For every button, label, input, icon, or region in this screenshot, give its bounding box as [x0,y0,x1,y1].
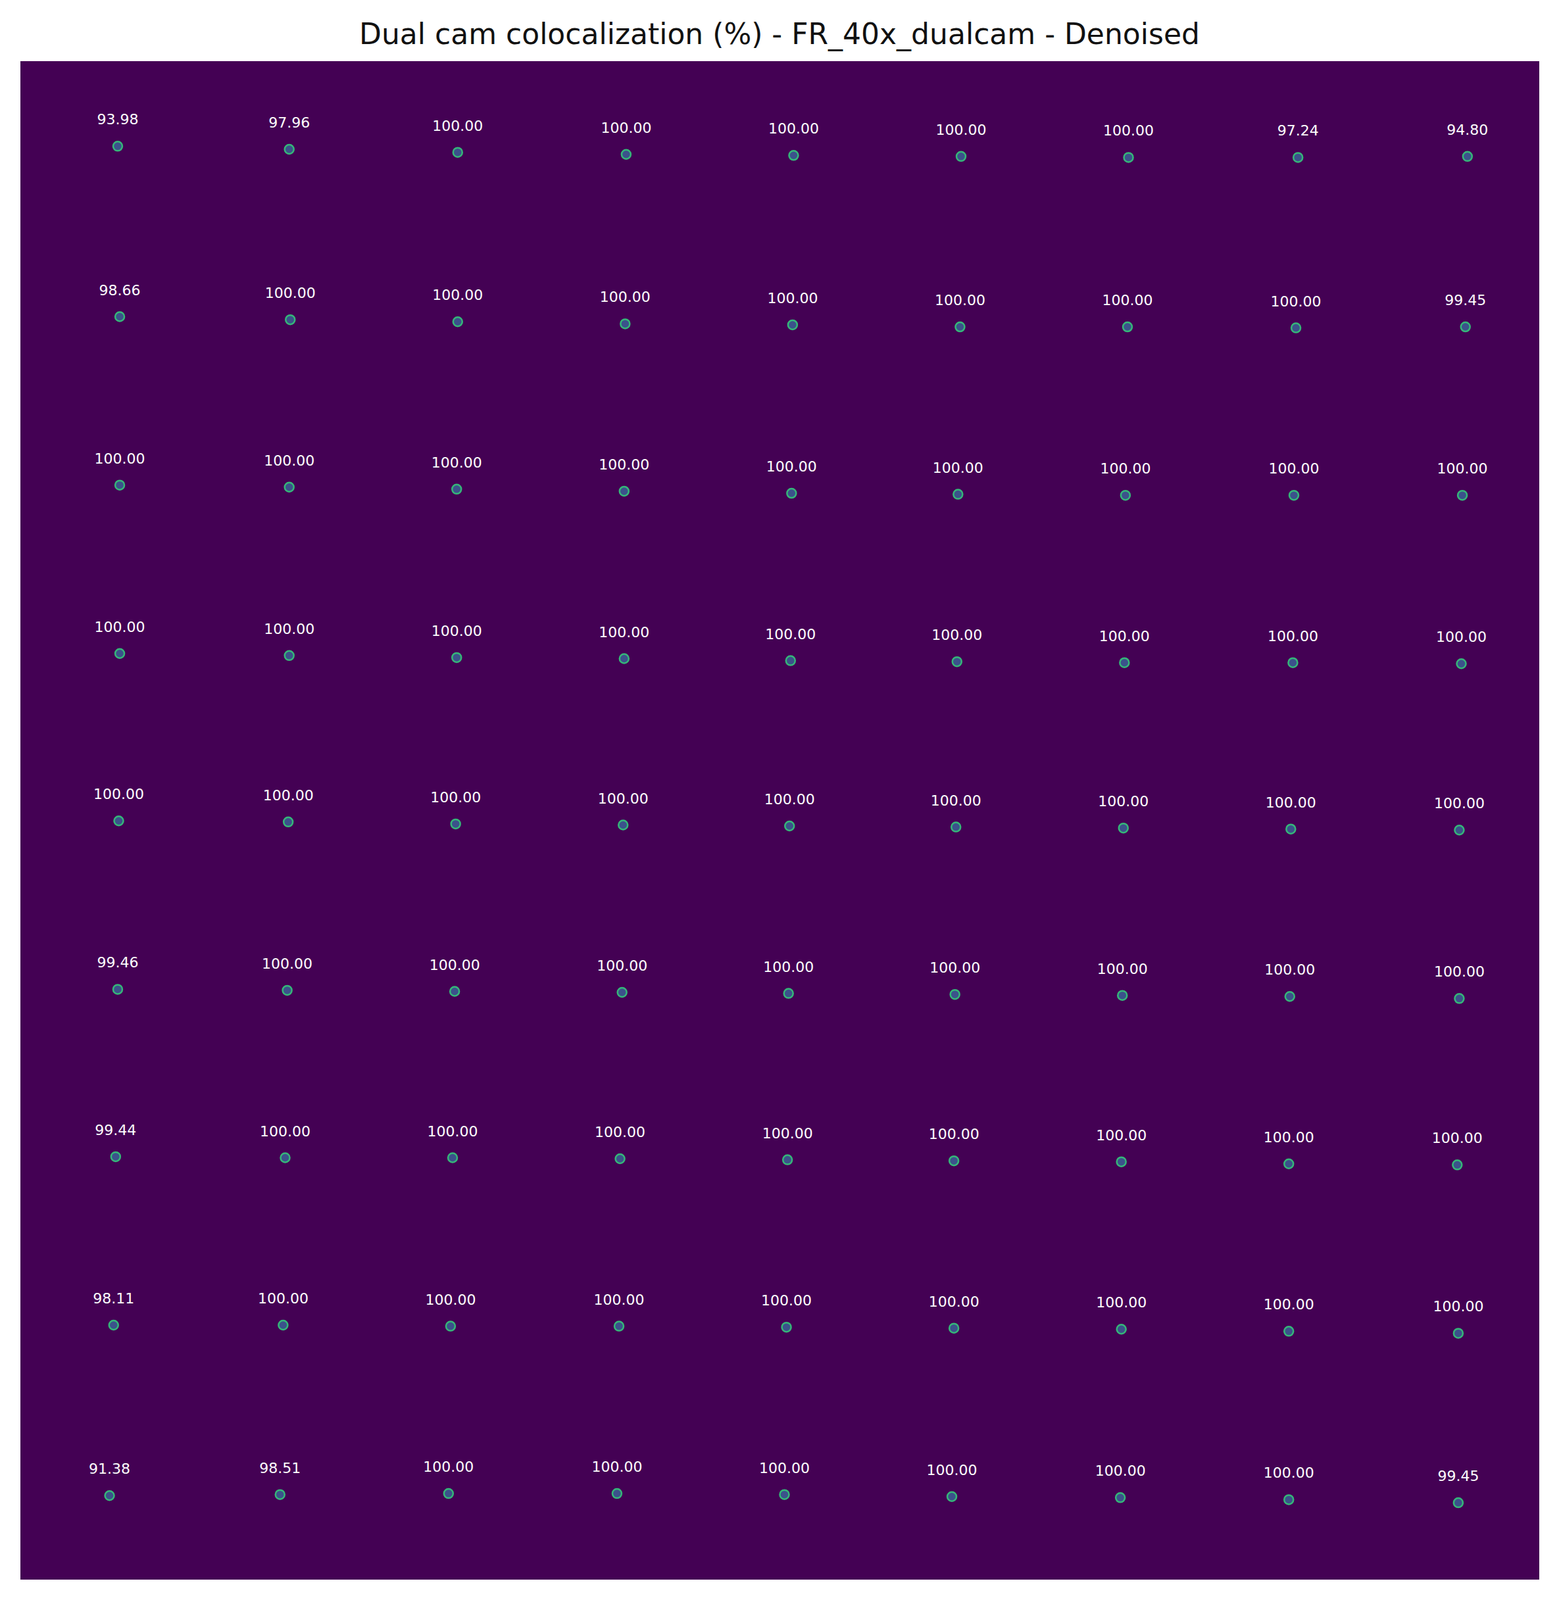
svg-text:100.00: 100.00 [762,1125,814,1142]
svg-text:100.00: 100.00 [429,957,481,974]
svg-text:100.00: 100.00 [263,452,315,470]
svg-text:100.00: 100.00 [1268,460,1319,477]
svg-text:100.00: 100.00 [1270,293,1322,310]
svg-text:100.00: 100.00 [263,620,315,638]
svg-text:100.00: 100.00 [599,288,651,306]
svg-text:100.00: 100.00 [1434,963,1485,981]
svg-text:100.00: 100.00 [928,1293,980,1311]
svg-text:100.00: 100.00 [1437,460,1488,477]
svg-text:100.00: 100.00 [1432,1130,1483,1147]
svg-text:100.00: 100.00 [261,955,313,973]
svg-text:100.00: 100.00 [257,1290,309,1308]
svg-text:100.00: 100.00 [1435,628,1487,646]
svg-text:100.00: 100.00 [759,1460,810,1477]
svg-text:100.00: 100.00 [265,284,316,302]
svg-text:100.00: 100.00 [596,957,648,975]
svg-text:100.00: 100.00 [597,790,649,808]
svg-text:100.00: 100.00 [928,1126,980,1143]
svg-text:98.66: 98.66 [99,282,141,299]
html-text:Dual cam colocalization (%) -: Dual cam colocalization (%) - FR_40x_dua… [359,17,1200,51]
svg-text:100.00: 100.00 [932,459,984,477]
svg-text:100.00: 100.00 [263,787,314,804]
svg-text:100.00: 100.00 [930,792,982,810]
svg-text:100.00: 100.00 [1102,292,1154,309]
svg-text:99.45: 99.45 [1444,292,1486,309]
svg-text:100.00: 100.00 [1263,1296,1315,1313]
svg-text:100.00: 100.00 [1432,1298,1484,1315]
svg-text:100.00: 100.00 [427,1123,479,1140]
svg-text:100.00: 100.00 [432,286,483,304]
svg-text:100.00: 100.00 [934,292,986,309]
svg-text:94.80: 94.80 [1446,121,1488,139]
svg-text:97.96: 97.96 [268,114,310,131]
svg-text:99.45: 99.45 [1437,1468,1479,1485]
svg-text:100.00: 100.00 [593,1291,645,1309]
svg-text:97.24: 97.24 [1277,122,1319,139]
svg-text:100.00: 100.00 [1099,460,1151,477]
svg-text:99.44: 99.44 [94,1122,137,1139]
svg-text:100.00: 100.00 [431,622,483,640]
svg-text:98.11: 98.11 [92,1290,135,1308]
svg-text:100.00: 100.00 [594,1124,646,1141]
svg-text:100.00: 100.00 [424,1291,476,1309]
svg-text:100.00: 100.00 [1265,794,1317,812]
svg-text:100.00: 100.00 [1267,628,1319,645]
svg-text:100.00: 100.00 [926,1462,978,1479]
svg-text:100.00: 100.00 [600,119,652,137]
svg-text:100.00: 100.00 [430,789,481,806]
svg-text:100.00: 100.00 [93,786,145,803]
svg-text:100.00: 100.00 [1434,795,1485,812]
svg-text:100.00: 100.00 [1103,122,1154,139]
svg-text:100.00: 100.00 [1263,1129,1315,1146]
svg-text:100.00: 100.00 [764,791,816,808]
svg-text:100.00: 100.00 [598,624,650,641]
svg-text:100.00: 100.00 [422,1459,474,1476]
svg-text:91.38: 91.38 [88,1460,131,1478]
svg-text:100.00: 100.00 [1097,961,1148,978]
svg-text:100.00: 100.00 [1099,628,1150,645]
svg-text:100.00: 100.00 [259,1123,311,1140]
svg-text:100.00: 100.00 [1095,1127,1147,1144]
svg-text:100.00: 100.00 [431,454,483,471]
svg-text:100.00: 100.00 [767,290,818,307]
svg-text:100.00: 100.00 [1095,1294,1147,1312]
svg-text:100.00: 100.00 [768,120,819,137]
svg-text:100.00: 100.00 [94,618,146,636]
svg-text:100.00: 100.00 [763,959,814,976]
svg-text:98.51: 98.51 [259,1460,301,1477]
svg-text:100.00: 100.00 [598,456,650,473]
svg-text:99.46: 99.46 [96,954,139,971]
svg-text:100.00: 100.00 [931,626,983,644]
svg-text:100.00: 100.00 [929,959,981,977]
svg-text:100.00: 100.00 [94,450,146,468]
svg-text:100.00: 100.00 [936,121,987,139]
svg-text:100.00: 100.00 [1097,793,1149,810]
svg-text:100.00: 100.00 [765,626,816,643]
svg-text:93.98: 93.98 [96,111,139,128]
svg-text:100.00: 100.00 [1264,961,1315,979]
svg-text:100.00: 100.00 [1095,1462,1146,1480]
svg-text:100.00: 100.00 [1263,1464,1315,1482]
svg-text:100.00: 100.00 [591,1459,643,1476]
svg-text:100.00: 100.00 [761,1292,812,1310]
svg-text:100.00: 100.00 [766,458,817,475]
svg-text:100.00: 100.00 [432,117,483,135]
